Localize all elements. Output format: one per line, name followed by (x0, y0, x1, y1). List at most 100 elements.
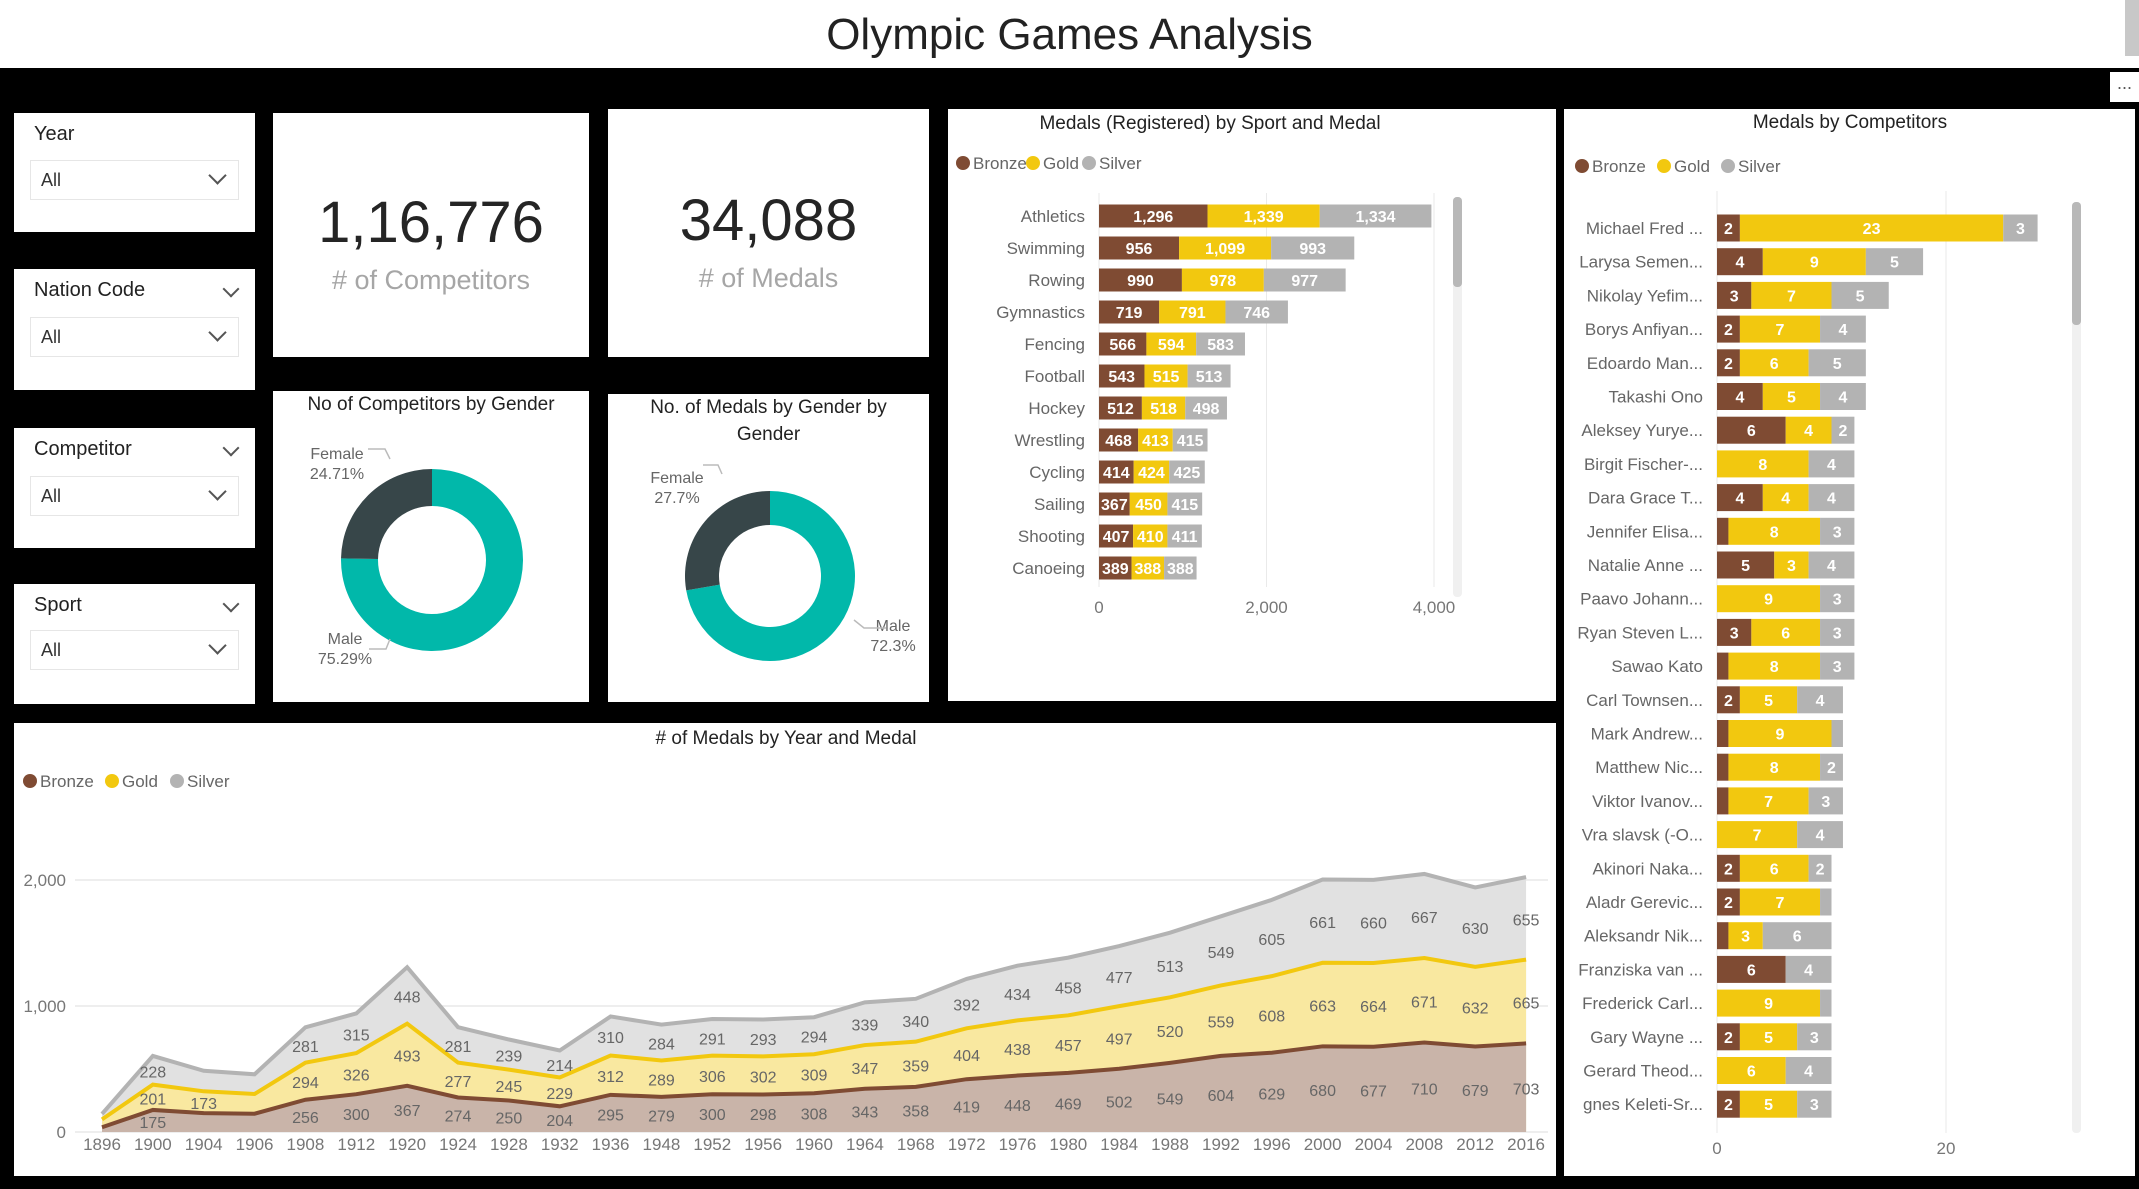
donut-segment-male[interactable] (686, 491, 855, 661)
bar-segment-silver[interactable] (1167, 492, 1203, 516)
bar-segment-silver[interactable] (1820, 618, 1855, 646)
bar-segment-silver[interactable] (1164, 556, 1197, 580)
legend-label-gold[interactable]: Gold (1043, 154, 1079, 173)
bar-segment-bronze[interactable] (1099, 364, 1145, 388)
bar-segment-silver[interactable] (1319, 204, 1432, 228)
legend-marker-bronze[interactable] (23, 774, 37, 788)
bar-segment-silver[interactable] (1271, 236, 1355, 260)
legend-marker-gold[interactable] (105, 774, 119, 788)
bar-segment-silver[interactable] (1865, 248, 1924, 276)
bar-segment-gold[interactable] (1159, 300, 1226, 324)
bar-segment-silver[interactable] (1820, 888, 1832, 916)
legend-label-bronze[interactable]: Bronze (973, 154, 1027, 173)
bar-segment-bronze[interactable] (1717, 248, 1763, 276)
line-silver[interactable] (100, 871, 1527, 1116)
legend-marker-bronze[interactable] (956, 156, 970, 170)
bar-segment-bronze[interactable] (1717, 888, 1740, 916)
bar-segment-silver[interactable] (1808, 450, 1855, 478)
legend-label-gold[interactable]: Gold (1674, 157, 1710, 176)
bar-segment-silver[interactable] (1225, 300, 1288, 324)
bar-segment-silver[interactable] (1808, 787, 1843, 815)
bar-segment-gold[interactable] (1785, 416, 1832, 444)
bar-segment-bronze[interactable] (1717, 214, 1740, 242)
bar-segment-silver[interactable] (1831, 416, 1855, 444)
year-dropdown[interactable]: All (30, 160, 239, 200)
competitor-dropdown[interactable]: All (30, 476, 239, 516)
bar-segment-silver[interactable] (1820, 383, 1866, 410)
bar-segment-silver[interactable] (1820, 989, 1832, 1017)
bar-segment-silver[interactable] (1797, 686, 1843, 714)
bar-segment-bronze[interactable] (1717, 720, 1729, 747)
bar-segment-bronze[interactable] (1099, 492, 1130, 516)
legend-label-silver[interactable]: Silver (1738, 157, 1781, 176)
bar-segment-gold[interactable] (1146, 332, 1197, 356)
legend-marker-gold[interactable] (1026, 156, 1040, 170)
bar-segment-gold[interactable] (1717, 821, 1798, 849)
bar-segment-silver[interactable] (2003, 214, 2038, 242)
bar-segment-silver[interactable] (1820, 585, 1855, 613)
bar-segment-bronze[interactable] (1099, 268, 1182, 292)
bar-segment-gold[interactable] (1739, 888, 1821, 916)
bar-segment-gold[interactable] (1717, 989, 1821, 1017)
bar-segment-gold[interactable] (1728, 787, 1809, 815)
bar-segment-gold[interactable] (1728, 753, 1821, 781)
legend-label-silver[interactable]: Silver (187, 772, 230, 791)
bar-segment-silver[interactable] (1820, 652, 1855, 680)
legend-label-bronze[interactable]: Bronze (40, 772, 94, 791)
bar-segment-gold[interactable] (1728, 517, 1821, 545)
bar-segment-gold[interactable] (1762, 383, 1821, 410)
medals-by-competitors-chart[interactable]: Medals by Competitors Bronze Gold Silver 0 20… (1564, 109, 2135, 1176)
bar-segment-gold[interactable] (1717, 585, 1821, 613)
bar-segment-gold[interactable] (1739, 214, 2004, 242)
bar-segment-gold[interactable] (1739, 686, 1798, 714)
bar-segment-gold[interactable] (1728, 922, 1763, 950)
bar-segment-bronze[interactable] (1717, 686, 1740, 714)
bar-segment-gold[interactable] (1133, 524, 1168, 548)
legend-marker-silver[interactable] (1082, 156, 1096, 170)
more-options-button[interactable]: ... (2110, 72, 2139, 102)
bar-segment-gold[interactable] (1739, 854, 1809, 882)
bar-segment-bronze[interactable] (1099, 300, 1160, 324)
chevron-down-icon[interactable] (222, 595, 240, 613)
bar-segment-gold[interactable] (1129, 492, 1168, 516)
bar-segment-bronze[interactable] (1717, 955, 1786, 983)
legend-marker-bronze[interactable] (1575, 159, 1589, 173)
bar-segment-bronze[interactable] (1717, 1023, 1740, 1051)
donut-segment-female[interactable] (685, 491, 770, 591)
bar-segment-bronze[interactable] (1717, 618, 1752, 646)
bar-segment-bronze[interactable] (1099, 524, 1134, 548)
bar-segment-gold[interactable] (1138, 428, 1173, 452)
bar-segment-gold[interactable] (1181, 268, 1264, 292)
bar-segment-silver[interactable] (1167, 524, 1202, 548)
bar-segment-gold[interactable] (1717, 450, 1809, 478)
bar-segment-silver[interactable] (1797, 821, 1843, 849)
bar-segment-silver[interactable] (1762, 922, 1832, 950)
bar-segment-bronze[interactable] (1099, 204, 1208, 228)
legend-label-silver[interactable]: Silver (1099, 154, 1142, 173)
bar-segment-bronze[interactable] (1099, 460, 1134, 484)
bar-segment-gold[interactable] (1179, 236, 1272, 260)
bar-segment-bronze[interactable] (1717, 517, 1729, 545)
bar-segment-silver[interactable] (1187, 364, 1231, 388)
competitors-gender-donut[interactable]: Female 24.71% Male 75.29% (273, 391, 589, 702)
bar-segment-gold[interactable] (1131, 556, 1165, 580)
bar-segment-silver[interactable] (1797, 1023, 1832, 1051)
bar-segment-silver[interactable] (1185, 396, 1227, 420)
bar-segment-silver[interactable] (1820, 315, 1866, 343)
scrollbar-track[interactable] (1453, 197, 1462, 597)
chevron-down-icon[interactable] (222, 280, 240, 298)
bar-segment-silver[interactable] (1820, 517, 1855, 545)
bar-segment-bronze[interactable] (1099, 332, 1147, 356)
bar-segment-gold[interactable] (1144, 364, 1188, 388)
bar-segment-silver[interactable] (1808, 484, 1855, 512)
bar-segment-silver[interactable] (1169, 460, 1205, 484)
sport-dropdown[interactable]: All (30, 630, 239, 670)
bar-segment-bronze[interactable] (1717, 416, 1786, 444)
bar-segment-gold[interactable] (1728, 652, 1821, 680)
chevron-down-icon[interactable] (222, 439, 240, 457)
bar-segment-gold[interactable] (1774, 551, 1809, 579)
medals-by-year-chart[interactable]: # of Medals by Year and Medal Bronze Gold S… (14, 723, 1556, 1176)
bar-segment-bronze[interactable] (1717, 854, 1740, 882)
bar-segment-gold[interactable] (1739, 1090, 1798, 1118)
bar-segment-gold[interactable] (1739, 349, 1809, 377)
